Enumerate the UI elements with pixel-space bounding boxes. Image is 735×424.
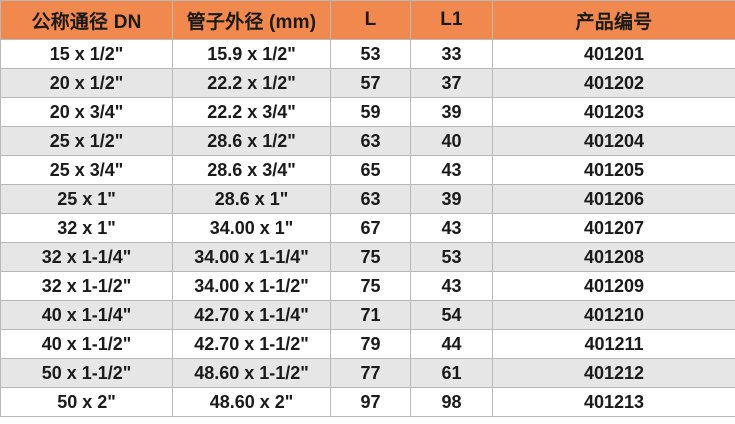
column-header-l1: L1 — [410, 0, 493, 40]
cell-l1: 53 — [410, 242, 493, 272]
cell-code: 401209 — [492, 271, 735, 301]
cell-dn: 32 x 1-1/2" — [0, 271, 173, 301]
cell-l1: 54 — [410, 300, 493, 330]
cell-l: 65 — [330, 155, 411, 185]
cell-code: 401208 — [492, 242, 735, 272]
cell-l: 75 — [330, 271, 411, 301]
cell-od: 42.70 x 1-1/2" — [172, 329, 331, 359]
cell-dn: 50 x 2" — [0, 387, 173, 417]
table-body: 15 x 1/2" 15.9 x 1/2" 53 33 401201 20 x 1/2" 2… — [0, 39, 735, 417]
cell-od: 28.6 x 3/4" — [172, 155, 331, 185]
cell-code: 401204 — [492, 126, 735, 156]
cell-code: 401203 — [492, 97, 735, 127]
cell-dn: 40 x 1-1/4" — [0, 300, 173, 330]
cell-dn: 25 x 1/2" — [0, 126, 173, 156]
cell-code: 401205 — [492, 155, 735, 185]
cell-l1: 39 — [410, 97, 493, 127]
cell-l: 57 — [330, 68, 411, 98]
cell-code: 401213 — [492, 387, 735, 417]
cell-dn: 32 x 1" — [0, 213, 173, 243]
cell-od: 48.60 x 1-1/2" — [172, 358, 331, 388]
cell-dn: 32 x 1-1/4" — [0, 242, 173, 272]
cell-dn: 20 x 3/4" — [0, 97, 173, 127]
cell-code: 401212 — [492, 358, 735, 388]
cell-l1: 37 — [410, 68, 493, 98]
table-row: 50 x 1-1/2" 48.60 x 1-1/2" 77 61 401212 — [0, 358, 735, 388]
table-row: 15 x 1/2" 15.9 x 1/2" 53 33 401201 — [0, 39, 735, 69]
cell-l: 63 — [330, 184, 411, 214]
cell-l1: 43 — [410, 155, 493, 185]
cell-code: 401201 — [492, 39, 735, 69]
cell-l: 53 — [330, 39, 411, 69]
column-header-pipe-outer-diameter: 管子外径 (mm) — [172, 0, 331, 40]
table-header: 公称通径 DN 管子外径 (mm) L L1 产品编号 — [0, 0, 735, 40]
cell-dn: 15 x 1/2" — [0, 39, 173, 69]
cell-od: 34.00 x 1-1/2" — [172, 271, 331, 301]
table-row: 40 x 1-1/4" 42.70 x 1-1/4" 71 54 401210 — [0, 300, 735, 330]
cell-dn: 25 x 1" — [0, 184, 173, 214]
cell-dn: 20 x 1/2" — [0, 68, 173, 98]
cell-od: 15.9 x 1/2" — [172, 39, 331, 69]
cell-code: 401207 — [492, 213, 735, 243]
cell-l1: 40 — [410, 126, 493, 156]
cell-od: 42.70 x 1-1/4" — [172, 300, 331, 330]
column-header-l: L — [330, 0, 411, 40]
table-row: 20 x 3/4" 22.2 x 3/4" 59 39 401203 — [0, 97, 735, 127]
cell-l1: 98 — [410, 387, 493, 417]
cell-l: 67 — [330, 213, 411, 243]
cell-l1: 61 — [410, 358, 493, 388]
cell-l: 77 — [330, 358, 411, 388]
table-row: 25 x 3/4" 28.6 x 3/4" 65 43 401205 — [0, 155, 735, 185]
table-row: 40 x 1-1/2" 42.70 x 1-1/2" 79 44 401211 — [0, 329, 735, 359]
cell-l1: 43 — [410, 271, 493, 301]
cell-od: 22.2 x 1/2" — [172, 68, 331, 98]
column-header-product-code: 产品编号 — [492, 0, 735, 40]
cell-code: 401202 — [492, 68, 735, 98]
column-header-nominal-diameter: 公称通径 DN — [0, 0, 173, 40]
cell-code: 401211 — [492, 329, 735, 359]
cell-dn: 40 x 1-1/2" — [0, 329, 173, 359]
cell-l1: 39 — [410, 184, 493, 214]
cell-l1: 44 — [410, 329, 493, 359]
cell-l1: 33 — [410, 39, 493, 69]
cell-code: 401206 — [492, 184, 735, 214]
table-row: 20 x 1/2" 22.2 x 1/2" 57 37 401202 — [0, 68, 735, 98]
cell-l1: 43 — [410, 213, 493, 243]
cell-od: 22.2 x 3/4" — [172, 97, 331, 127]
cell-code: 401210 — [492, 300, 735, 330]
cell-od: 34.00 x 1-1/4" — [172, 242, 331, 272]
table-row: 50 x 2" 48.60 x 2" 97 98 401213 — [0, 387, 735, 417]
cell-l: 59 — [330, 97, 411, 127]
cell-l: 75 — [330, 242, 411, 272]
table-row: 25 x 1/2" 28.6 x 1/2" 63 40 401204 — [0, 126, 735, 156]
table-row: 32 x 1-1/2" 34.00 x 1-1/2" 75 43 401209 — [0, 271, 735, 301]
cell-od: 28.6 x 1/2" — [172, 126, 331, 156]
cell-l: 71 — [330, 300, 411, 330]
cell-dn: 25 x 3/4" — [0, 155, 173, 185]
table-row: 32 x 1-1/4" 34.00 x 1-1/4" 75 53 401208 — [0, 242, 735, 272]
table-row: 32 x 1" 34.00 x 1" 67 43 401207 — [0, 213, 735, 243]
cell-l: 97 — [330, 387, 411, 417]
cell-l: 79 — [330, 329, 411, 359]
cell-l: 63 — [330, 126, 411, 156]
cell-dn: 50 x 1-1/2" — [0, 358, 173, 388]
cell-od: 34.00 x 1" — [172, 213, 331, 243]
cell-od: 48.60 x 2" — [172, 387, 331, 417]
table-header-row: 公称通径 DN 管子外径 (mm) L L1 产品编号 — [0, 0, 735, 40]
table-row: 25 x 1" 28.6 x 1" 63 39 401206 — [0, 184, 735, 214]
cell-od: 28.6 x 1" — [172, 184, 331, 214]
